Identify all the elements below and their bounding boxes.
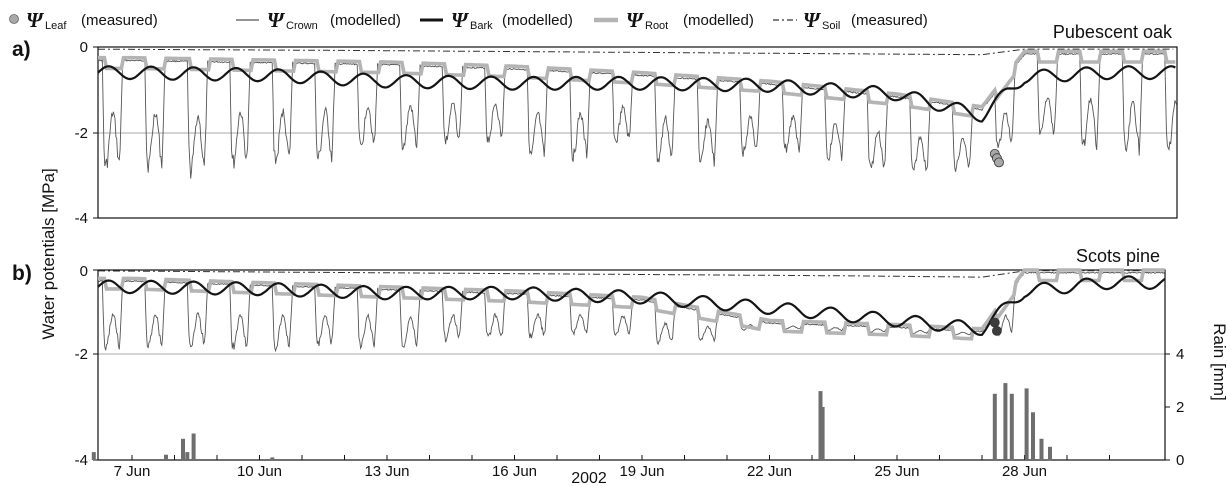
panel-a-label: a) bbox=[12, 38, 31, 61]
legend-soil-sub: Soil bbox=[822, 20, 840, 32]
rain-bar bbox=[191, 433, 196, 460]
panel-b-label: b) bbox=[12, 262, 32, 285]
panel-a-root-line bbox=[98, 49, 1176, 118]
panel-b-frame: b) Scots pine 0 -2 -4 0 2 4 Rain [mm] 7 … bbox=[12, 246, 1227, 486]
x-tick-label: 7 Jun bbox=[114, 463, 151, 480]
panel-a-bark-line bbox=[97, 65, 1176, 123]
rain-bar bbox=[1048, 446, 1052, 461]
panel-a-ytick-label-1: -2 bbox=[75, 125, 88, 142]
legend-soil-symbol: Ψ bbox=[803, 8, 822, 32]
rain-bar bbox=[270, 457, 275, 461]
legend-leaf-symbol: Ψ bbox=[26, 8, 45, 32]
rain-bar bbox=[1024, 388, 1029, 460]
rain-bar bbox=[820, 407, 825, 460]
panel-a-ytick-label-0: 0 bbox=[80, 39, 88, 56]
rain-bar bbox=[91, 452, 96, 460]
legend-root-sub: Root bbox=[645, 20, 668, 32]
panel-b-ytick-label-1: -2 bbox=[75, 346, 88, 363]
x-tick-label: 10 Jun bbox=[237, 463, 282, 480]
panel-a-ytick-label-2: -4 bbox=[75, 210, 88, 227]
rain-bar bbox=[1039, 438, 1044, 460]
panel-a-title: Pubescent oak bbox=[1053, 22, 1173, 42]
panel-b-y2-label: Rain [mm] bbox=[1210, 323, 1227, 400]
legend-root-label: (modelled) bbox=[683, 12, 754, 29]
rain-bar bbox=[164, 454, 168, 460]
legend-crown-label: (modelled) bbox=[330, 12, 401, 29]
legend-crown-sub: Crown bbox=[286, 20, 318, 32]
panel-a-series bbox=[97, 48, 1178, 179]
panel-b-axes-box bbox=[97, 269, 1166, 461]
x-tick-label: 19 Jun bbox=[619, 463, 664, 480]
legend-crown-symbol: Ψ bbox=[267, 8, 286, 32]
panel-a-soil-line bbox=[98, 48, 1174, 56]
legend-bark-symbol: Ψ bbox=[451, 8, 470, 32]
legend-soil-label: (measured) bbox=[851, 12, 928, 29]
x-tick-label: 13 Jun bbox=[364, 463, 409, 480]
panel-b-leaf-point bbox=[992, 325, 1002, 336]
legend: Ψ Leaf (measured) Ψ Crown (modelled) Ψ B… bbox=[9, 8, 928, 32]
rain-bar bbox=[1003, 383, 1008, 460]
panel-b-series bbox=[91, 268, 1166, 461]
rain-bar bbox=[1009, 393, 1014, 461]
x-axis-year-label: 2002 bbox=[571, 470, 607, 486]
x-tick-label: 16 Jun bbox=[492, 463, 537, 480]
panel-a-leaf-point bbox=[994, 157, 1004, 168]
x-tick-label: 28 Jun bbox=[1002, 463, 1047, 480]
panel-b-ytick-label-2: -4 bbox=[75, 452, 88, 469]
panel-b-y2tick-label-2: 4 bbox=[1176, 346, 1184, 363]
rain-bar bbox=[181, 438, 185, 460]
legend-leaf-label: (measured) bbox=[81, 12, 158, 29]
legend-root-symbol: Ψ bbox=[626, 8, 645, 32]
rain-bar bbox=[992, 393, 997, 461]
panel-b-y2tick-label-1: 2 bbox=[1176, 399, 1184, 416]
y-axis-label: Water potentials [MPa] bbox=[39, 168, 58, 339]
panel-a-crown-line bbox=[98, 52, 1178, 179]
panel-b-y2tick-label-0: 0 bbox=[1176, 452, 1184, 469]
rain-bar bbox=[818, 391, 823, 460]
legend-leaf-sub: Leaf bbox=[45, 20, 67, 32]
panel-b-soil-line bbox=[98, 270, 1165, 278]
x-tick-label: 25 Jun bbox=[874, 463, 919, 480]
panel-b-root-line bbox=[98, 268, 1165, 341]
panel-b-leaf-point bbox=[989, 317, 1000, 328]
legend-leaf-marker bbox=[9, 14, 19, 24]
panel-b-title: Scots pine bbox=[1076, 246, 1160, 266]
panel-b-ytick-label-0: 0 bbox=[80, 263, 88, 280]
panel-b-crown-line bbox=[97, 271, 1165, 353]
legend-bark-label: (modelled) bbox=[502, 12, 573, 29]
rain-bar bbox=[185, 452, 190, 460]
legend-bark-sub: Bark bbox=[470, 20, 493, 32]
x-tick-label: 22 Jun bbox=[747, 463, 792, 480]
panel-b-xticks: 7 Jun 10 Jun 13 Jun 16 Jun 19 Jun 22 Jun 25 Ju… bbox=[114, 455, 1110, 480]
panel-a-frame: a) Pubescent oak 0 -2 -4 bbox=[12, 22, 1178, 227]
rain-bar bbox=[1031, 412, 1035, 460]
panel-b-bark-line bbox=[97, 275, 1166, 337]
